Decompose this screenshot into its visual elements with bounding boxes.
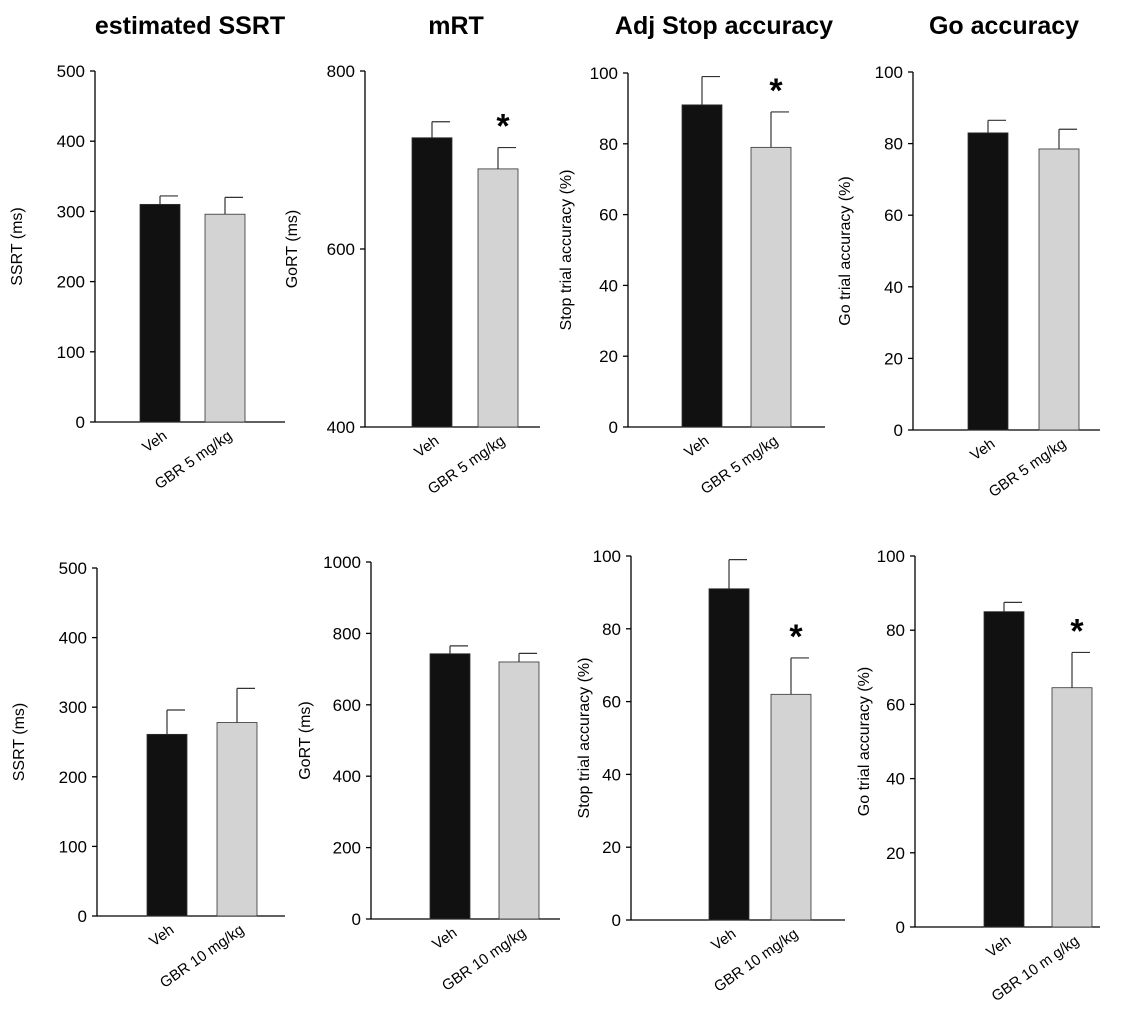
category-label: Veh: [139, 427, 170, 456]
y-tick-label: 100: [593, 547, 621, 566]
category-label: Veh: [967, 435, 998, 464]
y-tick-label: 500: [59, 559, 87, 578]
y-tick-label: 80: [599, 135, 618, 154]
y-tick-label: 20: [884, 349, 903, 368]
y-tick-label: 300: [57, 202, 85, 221]
y-axis-title: Go trial accuracy (%): [856, 667, 873, 816]
y-axis-title: Stop trial accuracy (%): [558, 170, 575, 331]
y-tick-label: 60: [886, 695, 905, 714]
significance-marker: *: [1070, 612, 1084, 650]
y-tick-label: 0: [76, 413, 85, 432]
y-tick-label: 400: [57, 132, 85, 151]
y-tick-label: 600: [333, 696, 361, 715]
y-tick-label: 100: [59, 837, 87, 856]
bar: [139, 203, 181, 423]
bar: [146, 733, 188, 917]
y-axis-title: SSRT (ms): [11, 703, 28, 782]
y-tick-label: 0: [896, 918, 905, 937]
bar: [429, 653, 471, 920]
y-tick-label: 100: [875, 63, 903, 82]
bar: [967, 132, 1009, 431]
y-axis-title: Go trial accuracy (%): [837, 176, 854, 325]
y-tick-label: 800: [327, 62, 355, 81]
y-tick-label: 80: [884, 135, 903, 154]
y-tick-label: 200: [57, 273, 85, 292]
y-axis-title: Stop trial accuracy (%): [576, 658, 593, 819]
y-tick-label: 60: [884, 206, 903, 225]
y-tick-label: 400: [333, 767, 361, 786]
y-tick-label: 0: [78, 907, 87, 926]
category-label: Veh: [708, 925, 739, 954]
column-title-ssrt: estimated SSRT: [95, 12, 285, 40]
y-tick-label: 40: [886, 770, 905, 789]
y-tick-label: 400: [59, 629, 87, 648]
y-tick-label: 40: [599, 276, 618, 295]
y-tick-label: 200: [59, 768, 87, 787]
column-title-go-accuracy: Go accuracy: [929, 12, 1079, 40]
category-label: Veh: [146, 921, 177, 950]
y-tick-label: 20: [602, 838, 621, 857]
y-tick-label: 600: [327, 240, 355, 259]
category-label: Veh: [429, 924, 460, 953]
bar: [216, 722, 258, 917]
bar: [681, 104, 723, 428]
y-tick-label: 40: [602, 765, 621, 784]
y-tick-label: 80: [886, 621, 905, 640]
bar: [498, 661, 540, 920]
y-axis-title: SSRT (ms): [9, 207, 26, 286]
chart-panel-3: 0 20 40 60 80 100 Stop trial accuracy (%) VehGB…: [558, 64, 825, 498]
bar: [770, 693, 812, 921]
significance-marker: *: [496, 108, 510, 146]
bar: [983, 611, 1025, 928]
y-tick-label: 20: [599, 347, 618, 366]
bar: [1051, 687, 1093, 928]
bar: [477, 168, 519, 428]
y-tick-label: 1000: [323, 553, 361, 572]
significance-marker: *: [789, 618, 803, 656]
y-tick-label: 500: [57, 62, 85, 81]
y-tick-label: 80: [602, 620, 621, 639]
y-tick-label: 300: [59, 698, 87, 717]
bar: [1038, 148, 1080, 431]
y-tick-label: 0: [609, 418, 618, 437]
y-axis-title: GoRT (ms): [284, 210, 301, 289]
y-tick-label: 60: [602, 693, 621, 712]
chart-panel-4: 0 20 40 60 80 100 Go trial accuracy (%) VehGBR …: [837, 63, 1100, 501]
category-label: Veh: [681, 432, 712, 461]
significance-marker: *: [769, 72, 783, 110]
y-tick-label: 800: [333, 624, 361, 643]
column-title-mrt: mRT: [428, 12, 484, 40]
y-tick-label: 0: [894, 421, 903, 440]
bar: [411, 137, 453, 428]
y-tick-label: 100: [877, 547, 905, 566]
column-title-stop-accuracy: Adj Stop accuracy: [615, 12, 833, 40]
y-tick-label: 100: [590, 64, 618, 83]
bar: [750, 146, 792, 428]
bar: [204, 213, 246, 423]
category-label: GBR 5 mg/kg: [698, 432, 782, 498]
category-label: Veh: [411, 432, 442, 461]
category-label: Veh: [983, 932, 1014, 961]
y-tick-label: 200: [333, 839, 361, 858]
y-tick-label: 20: [886, 844, 905, 863]
y-tick-label: 40: [884, 278, 903, 297]
y-tick-label: 400: [327, 418, 355, 437]
y-tick-label: 60: [599, 206, 618, 225]
y-tick-label: 0: [612, 911, 621, 930]
y-tick-label: 100: [57, 343, 85, 362]
y-axis-title: GoRT (ms): [297, 701, 314, 780]
y-tick-label: 0: [352, 910, 361, 929]
bar: [708, 588, 750, 921]
category-label: GBR 5 mg/kg: [986, 435, 1070, 501]
